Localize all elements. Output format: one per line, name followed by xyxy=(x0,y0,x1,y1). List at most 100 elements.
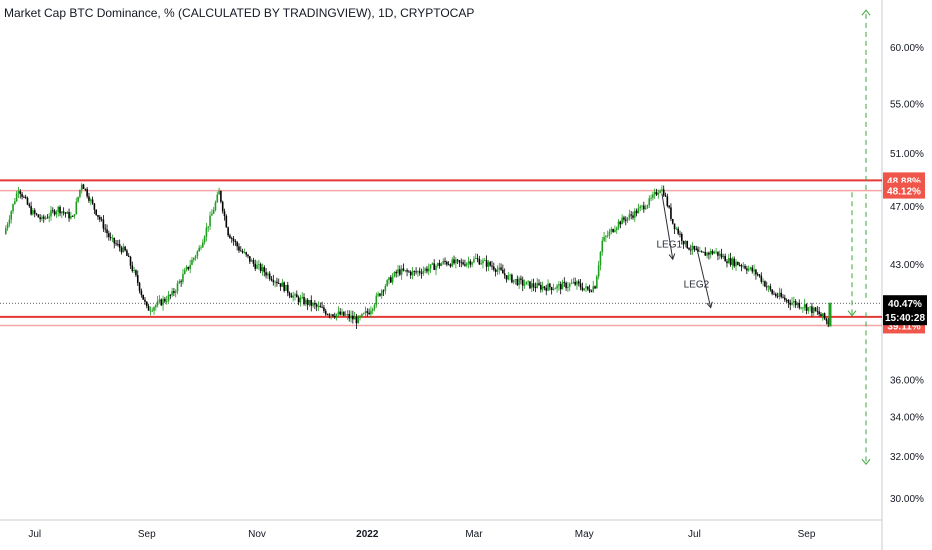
candle-body xyxy=(263,267,266,273)
candle-body xyxy=(420,272,423,274)
candle-body xyxy=(606,235,609,237)
candle-body xyxy=(379,293,381,296)
candle-body xyxy=(386,280,388,287)
candle-body xyxy=(276,281,278,284)
candle-body xyxy=(823,313,826,319)
candle-body xyxy=(467,261,470,264)
candle-body xyxy=(133,270,135,272)
candle-body xyxy=(375,295,378,305)
candle-body xyxy=(765,286,768,288)
candle-body xyxy=(62,211,65,213)
candle-body xyxy=(666,196,669,206)
horizontal-levels[interactable] xyxy=(0,179,882,327)
candle-body xyxy=(556,285,558,289)
candle-body xyxy=(798,302,801,308)
candle-body xyxy=(446,261,448,265)
candle-body xyxy=(400,268,403,275)
y-tick-label: 51.00% xyxy=(890,149,924,160)
candle-body xyxy=(191,259,193,265)
candle-body xyxy=(818,311,820,315)
candle-body xyxy=(17,191,20,194)
candle-body xyxy=(500,267,502,270)
candle-body xyxy=(59,207,61,214)
candle-body xyxy=(296,294,298,298)
candle-body xyxy=(399,269,401,275)
last-candle xyxy=(828,303,832,327)
candle-body xyxy=(825,318,828,321)
candle-body xyxy=(520,278,522,280)
candle-body xyxy=(355,317,358,324)
candle-body xyxy=(431,263,434,265)
candle-body xyxy=(787,299,790,303)
candle-body xyxy=(626,217,629,221)
drawings[interactable]: LEG1 LEG2 xyxy=(656,9,871,465)
candle-body xyxy=(91,199,94,204)
candle-body xyxy=(292,295,294,298)
candle-body xyxy=(249,256,251,262)
candle-body xyxy=(178,281,181,284)
candle-body xyxy=(489,262,492,266)
candle-body xyxy=(614,230,616,232)
candle-body xyxy=(554,288,557,290)
candle-body xyxy=(778,292,781,297)
candle-body xyxy=(442,260,445,264)
candle-body xyxy=(198,247,201,252)
candle-body xyxy=(502,269,504,274)
candle-body xyxy=(711,250,714,254)
candle-body xyxy=(131,265,134,272)
candle-body xyxy=(503,273,506,276)
candle-body xyxy=(802,307,804,309)
candle-body xyxy=(149,310,152,312)
candle-body xyxy=(391,276,394,283)
candle-body xyxy=(368,312,370,315)
candle-body xyxy=(655,191,658,195)
candle-body xyxy=(507,275,510,280)
candle-body xyxy=(209,215,211,227)
leg-arrow xyxy=(661,193,674,260)
candle-body xyxy=(281,282,284,287)
candle-body xyxy=(471,262,473,265)
candle-body xyxy=(601,240,604,253)
candle-body xyxy=(682,240,685,245)
candle-body xyxy=(579,283,582,288)
candle-body xyxy=(427,268,430,272)
measure-arrow-head xyxy=(847,310,857,317)
candle-body xyxy=(800,307,802,309)
candle-body xyxy=(413,271,416,272)
candle-body xyxy=(64,212,67,214)
price-axis[interactable]: 60.00% 55.00% 51.00% 47.00% 43.00% 36.00% 34.0… xyxy=(881,0,924,550)
candle-body xyxy=(605,236,607,237)
candle-body xyxy=(196,251,199,257)
candle-body xyxy=(619,221,622,225)
candle-body xyxy=(673,223,676,230)
candle-body xyxy=(373,304,376,309)
candle-body xyxy=(185,266,188,271)
candle-body xyxy=(686,240,689,248)
candle-body xyxy=(643,205,645,210)
candle-body xyxy=(628,214,631,218)
candle-body xyxy=(144,299,146,302)
x-tick-label: Mar xyxy=(465,529,483,540)
candle-body xyxy=(75,201,78,215)
candle-body xyxy=(704,251,707,256)
candle-body xyxy=(538,283,540,285)
candle-body xyxy=(478,259,481,265)
candle-body xyxy=(342,311,345,316)
candle-body xyxy=(440,263,443,266)
time-axis[interactable]: Jul Sep Nov 2022 Mar May Jul Sep xyxy=(0,519,882,540)
candle-body xyxy=(633,210,636,218)
chart-title: Market Cap BTC Dominance, % (CALCULATED … xyxy=(4,6,475,20)
candle-body xyxy=(164,298,166,302)
candle-body xyxy=(453,259,455,264)
candle-body xyxy=(256,264,258,269)
candle-body xyxy=(814,307,817,311)
level-badge: 48.12% xyxy=(887,187,921,198)
candles[interactable] xyxy=(5,183,832,329)
candle-body xyxy=(646,205,649,208)
candle-body xyxy=(6,224,9,229)
candle-body xyxy=(408,271,410,273)
candle-body xyxy=(245,252,247,255)
candle-body xyxy=(290,295,293,298)
candle-body xyxy=(429,264,432,269)
